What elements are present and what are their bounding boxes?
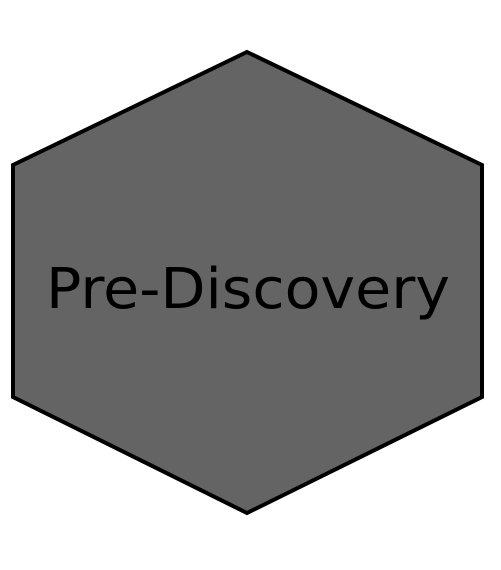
hexagon-shape xyxy=(11,49,484,516)
badge-label: Pre-Discovery xyxy=(46,257,450,322)
